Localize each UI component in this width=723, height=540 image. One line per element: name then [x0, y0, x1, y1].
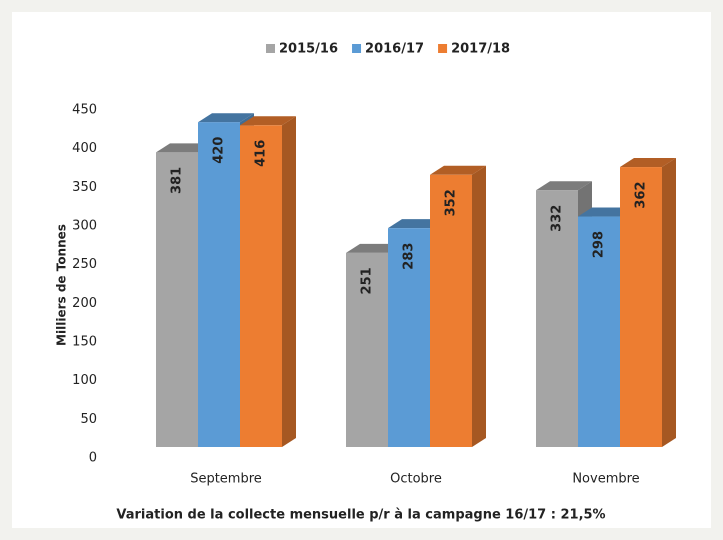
y-tick-label: 450: [72, 103, 97, 118]
y-tick-label: 50: [80, 412, 97, 427]
value-label: 362: [634, 181, 649, 208]
x-tick-label: Septembre: [190, 472, 262, 487]
value-label: 381: [170, 167, 185, 194]
bar-side: [472, 165, 486, 447]
value-label: 283: [402, 243, 417, 270]
y-tick-label: 350: [72, 180, 97, 195]
bar: [156, 152, 198, 448]
value-label: 420: [212, 137, 227, 164]
bar: [240, 125, 282, 447]
bar: [578, 216, 620, 447]
y-tick-label: 400: [72, 141, 97, 156]
bar: [346, 252, 388, 447]
value-label: 251: [360, 267, 375, 294]
legend-label: 2017/18: [451, 42, 510, 57]
y-tick-label: 300: [72, 219, 97, 234]
legend-label: 2015/16: [279, 42, 338, 57]
value-label: 332: [550, 205, 565, 232]
x-tick-label: Octobre: [390, 472, 442, 487]
y-tick-label: 200: [72, 296, 97, 311]
legend-label: 2016/17: [365, 42, 424, 57]
legend-swatch: [352, 44, 362, 53]
bar: [536, 190, 578, 447]
value-label: 416: [254, 140, 269, 167]
legend-swatch: [266, 44, 275, 53]
bar-side: [282, 116, 296, 447]
bar: [198, 122, 240, 447]
bar: [388, 228, 430, 447]
x-tick-label: Novembre: [572, 472, 639, 487]
bar-top: [620, 158, 676, 168]
value-label: 352: [444, 189, 459, 216]
bar-top: [240, 116, 296, 126]
y-tick-label: 0: [89, 451, 97, 466]
y-tick-label: 100: [72, 373, 97, 388]
bar-side: [662, 158, 676, 447]
bar-top: [198, 113, 254, 123]
y-tick-label: 250: [72, 257, 97, 272]
bar: [430, 174, 472, 447]
bar-top: [536, 181, 592, 191]
bar-top: [430, 165, 486, 175]
bar: [620, 167, 662, 447]
y-axis-label: Milliers de Tonnes: [55, 224, 69, 346]
legend-swatch: [438, 44, 448, 53]
caption: Variation de la collecte mensuelle p/r à…: [116, 508, 605, 523]
y-tick-label: 150: [72, 335, 97, 350]
value-label: 298: [592, 231, 607, 258]
